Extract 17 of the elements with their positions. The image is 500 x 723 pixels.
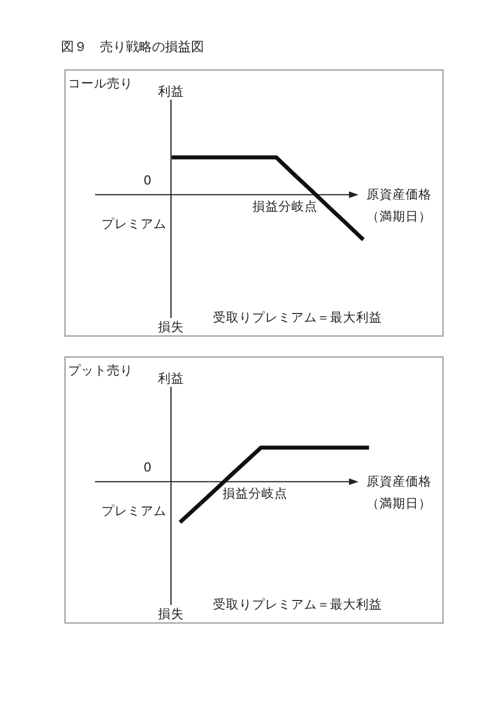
annotation: 受取りプレミアム＝最大利益 — [213, 309, 382, 324]
y-zero-label: 0 — [144, 460, 152, 475]
annotation: 損益分岐点 — [222, 486, 288, 501]
y-axis-end-label: 損失 — [158, 606, 184, 621]
annotation: 受取りプレミアム＝最大利益 — [213, 596, 382, 612]
y-axis-title: 利益 — [158, 83, 184, 98]
x-axis-title: 原資産価格（満期日） — [366, 186, 432, 224]
title: 図９ 売り戦略の損益図 — [61, 40, 204, 55]
y-axis-title: 利益 — [158, 370, 184, 386]
annotation: プレミアム — [102, 503, 166, 518]
y-axis-end-label: 損失 — [158, 319, 184, 334]
subtitle: コール売り — [68, 75, 133, 90]
annotation: プレミアム — [102, 216, 166, 231]
x-axis-title: 原資産価格（満期日） — [366, 474, 432, 511]
annotation: 損益分岐点 — [252, 198, 318, 214]
subtitle: プット売り — [68, 362, 133, 378]
y-zero-label: 0 — [144, 172, 152, 188]
